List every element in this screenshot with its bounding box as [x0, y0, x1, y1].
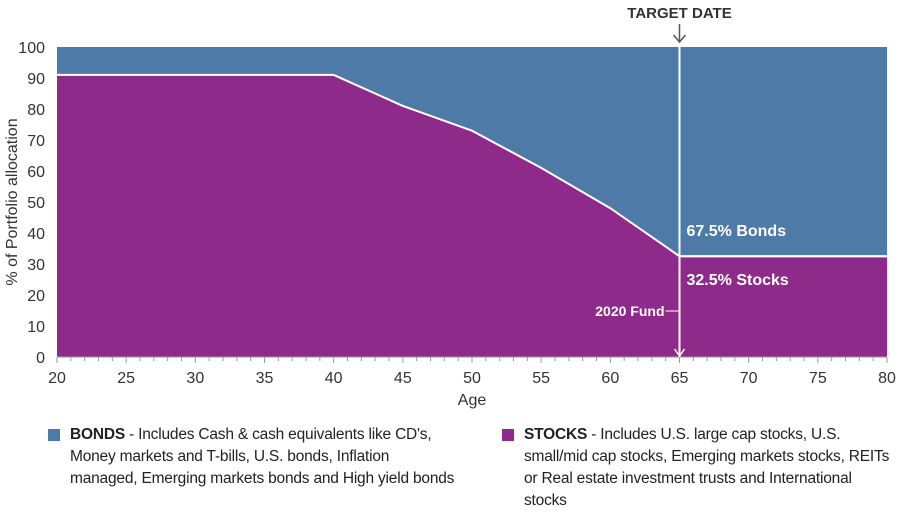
- y-tick-label: 90: [27, 71, 45, 88]
- fund-label: 2020 Fund: [595, 303, 664, 319]
- legend-item-bonds: BONDS - Includes Cash & cash equivalents…: [48, 424, 460, 490]
- allocation-boundary-line: [57, 73, 887, 258]
- x-tick-label: 60: [601, 370, 619, 387]
- x-tick-label: 20: [48, 370, 66, 387]
- x-tick-label: 80: [878, 370, 896, 387]
- bonds-swatch: [48, 429, 60, 441]
- x-tick-label: 30: [186, 370, 204, 387]
- x-tick-label: 75: [809, 370, 827, 387]
- x-tick-label: 65: [671, 370, 689, 387]
- y-tick-label: 80: [27, 102, 45, 119]
- legend-bonds-key: BONDS: [70, 426, 125, 443]
- y-tick-label: 40: [27, 226, 45, 243]
- bonds-percent-label: 67.5% Bonds: [687, 223, 787, 240]
- stocks-swatch: [502, 429, 514, 441]
- target-line-arrow-icon: [673, 348, 686, 358]
- stocks-percent-label: 32.5% Stocks: [687, 272, 789, 289]
- x-tick-label: 70: [740, 370, 758, 387]
- y-tick-label: 60: [27, 164, 45, 181]
- y-tick-label: 0: [36, 350, 45, 367]
- x-tick-label: 45: [394, 370, 412, 387]
- x-tick-label: 35: [256, 370, 274, 387]
- y-tick-label: 30: [27, 257, 45, 274]
- target-date-arrow-icon: [672, 24, 687, 44]
- y-tick-label: 50: [27, 195, 45, 212]
- x-axis-title: Age: [458, 392, 487, 409]
- legend-item-stocks: STOCKS - Includes U.S. large cap stocks,…: [502, 424, 894, 512]
- x-tick-label: 55: [532, 370, 550, 387]
- y-axis-title: % of Portfolio allocation: [4, 118, 21, 285]
- x-tick-label: 40: [325, 370, 343, 387]
- y-tick-label: 20: [27, 288, 45, 305]
- y-tick-label: 10: [27, 319, 45, 336]
- y-tick-label: 100: [18, 40, 45, 57]
- y-tick-label: 70: [27, 133, 45, 150]
- legend-bonds-text: - Includes Cash & cash equivalents like …: [70, 426, 455, 487]
- x-tick-label: 50: [463, 370, 481, 387]
- x-tick-label: 25: [117, 370, 135, 387]
- legend-stocks-text: - Includes U.S. large cap stocks, U.S. s…: [524, 426, 890, 509]
- legend-stocks-key: STOCKS: [524, 426, 588, 443]
- target-date-label: TARGET DATE: [627, 5, 731, 22]
